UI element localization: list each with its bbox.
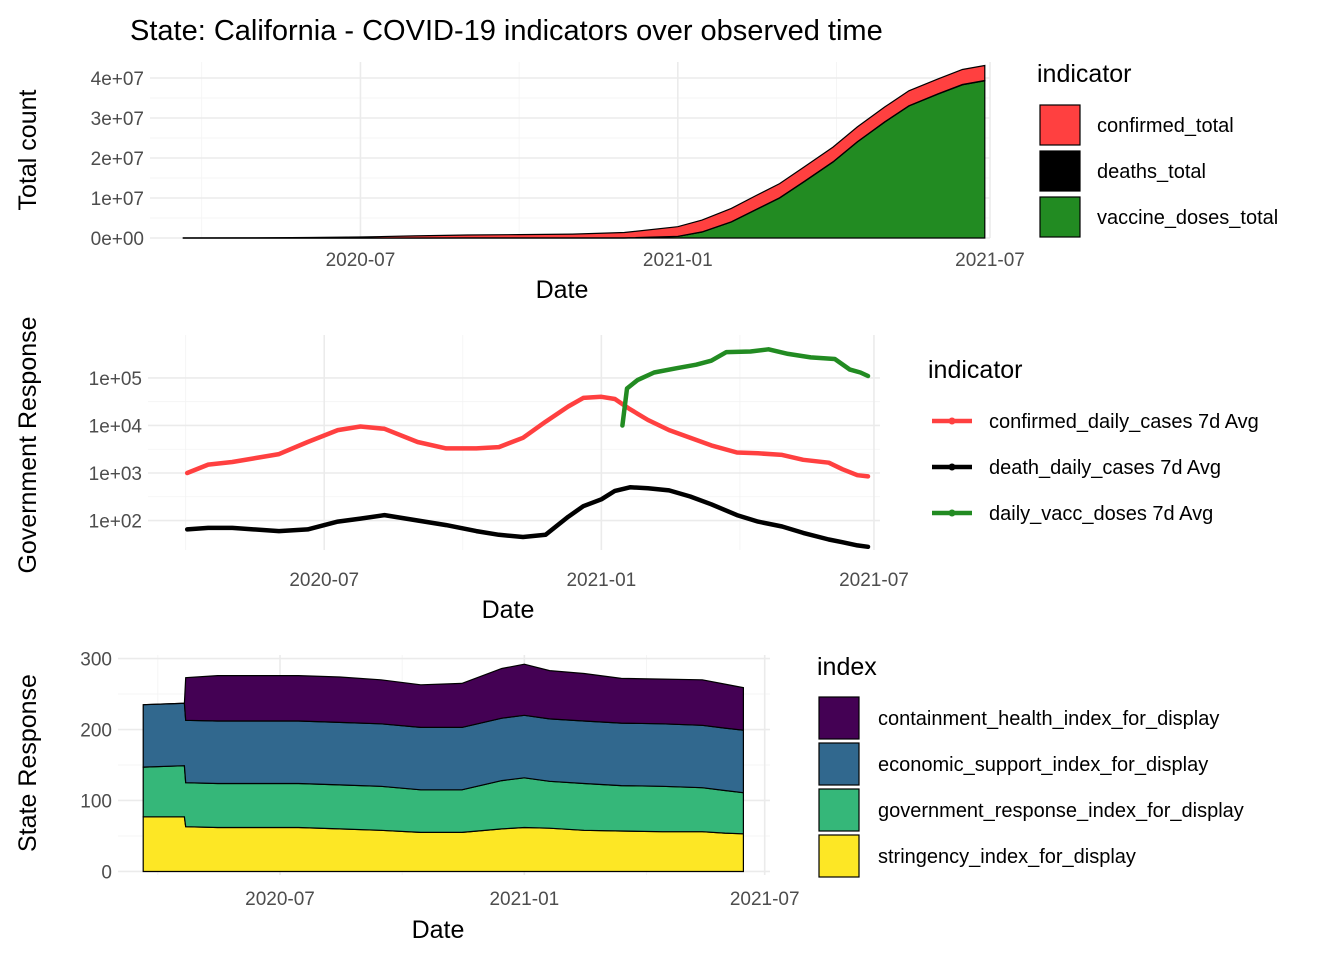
panel-government-response: 1e+02 1e+03 1e+04 1e+05 2020-07 2021-01 2021-… xyxy=(14,316,1259,624)
panel-state-response-x-tick-label: 2021-07 xyxy=(730,889,800,910)
legend-label-containment-health-index-for-display: containment_health_index_for_display xyxy=(878,708,1219,730)
panel-state-response-y-ticks: 0 100 200 300 xyxy=(80,650,112,884)
panel-total-counts-x-tick-label: 2020-07 xyxy=(326,250,396,271)
panel-state-response: 0 100 200 300 2020-07 2021-01 2021-07 Date St… xyxy=(14,650,1244,944)
legend-label-confirmed-total: confirmed_total xyxy=(1097,115,1234,137)
panel-government-response-legend: indicator confirmed_daily_cases 7d Avg de… xyxy=(928,356,1259,525)
panel-total-counts-x-tick-label: 2021-07 xyxy=(955,250,1025,271)
panel-total-counts: 0e+00 1e+07 2e+07 3e+07 4e+07 2020-07 2021-01… xyxy=(14,60,1278,304)
panel-government-response-x-axis-title: Date xyxy=(482,596,535,624)
panel-government-response-y-tick-label: 1e+04 xyxy=(89,416,143,437)
panel-government-response-x-tick-label: 2021-07 xyxy=(839,570,909,591)
panel-total-counts-y-tick-label: 1e+07 xyxy=(91,189,144,210)
panel-government-response-grid xyxy=(148,335,880,550)
panel-total-counts-x-tick-label: 2021-01 xyxy=(643,250,713,271)
panel-state-response-x-tick-label: 2020-07 xyxy=(245,889,315,910)
panel-government-response-x-tick-label: 2020-07 xyxy=(289,570,359,591)
panel-government-response-marks xyxy=(184,347,871,550)
panel-total-counts-legend-title: indicator xyxy=(1037,60,1132,88)
panel-total-counts-marks xyxy=(182,64,986,239)
panel-total-counts-x-axis-title: Date xyxy=(536,276,589,304)
legend-point-death-daily-cases-7d-avg xyxy=(948,463,956,471)
legend-swatch-stringency-index-for-display xyxy=(818,834,860,878)
panel-state-response-y-tick-label: 200 xyxy=(80,721,112,742)
panel-total-counts-y-axis-title: Total count xyxy=(14,89,42,210)
panel-government-response-y-ticks: 1e+02 1e+03 1e+04 1e+05 xyxy=(89,369,143,533)
legend-swatch-economic-support-index-for-display xyxy=(818,742,860,786)
legend-swatch-deaths-total xyxy=(1039,150,1081,192)
legend-swatch-containment-health-index-for-display xyxy=(818,696,860,740)
panel-government-response-y-tick-label: 1e+02 xyxy=(89,512,142,533)
legend-point-confirmed-daily-cases-7d-avg xyxy=(948,417,956,425)
panel-government-response-y-axis-title: Government Response xyxy=(14,316,42,573)
panel-total-counts-y-tick-label: 2e+07 xyxy=(91,149,144,170)
legend-swatch-government-response-index-for-display xyxy=(818,788,860,832)
panel-state-response-y-tick-label: 100 xyxy=(80,791,112,812)
panel-state-response-legend: index containment_health_index_for_displ… xyxy=(817,653,1244,878)
panel-government-response-line-death-daily-cases-7d-avg xyxy=(184,485,871,550)
legend-label-deaths-total: deaths_total xyxy=(1097,161,1206,183)
legend-label-vaccine-doses-total: vaccine_doses_total xyxy=(1097,207,1278,229)
panel-government-response-line-daily-vacc-doses-7d-avg xyxy=(620,347,871,428)
panel-state-response-marks xyxy=(142,663,744,873)
panel-government-response-y-tick-label: 1e+05 xyxy=(89,369,142,390)
panel-state-response-x-axis-title: Date xyxy=(412,916,465,944)
panel-total-counts-area-confirmed-total xyxy=(182,64,986,239)
panel-state-response-x-tick-label: 2021-01 xyxy=(489,889,559,910)
panel-state-response-y-tick-label: 300 xyxy=(80,650,112,671)
panel-total-counts-y-tick-label: 4e+07 xyxy=(91,69,144,90)
legend-label-stringency-index-for-display: stringency_index_for_display xyxy=(878,846,1136,868)
panel-total-counts-y-tick-label: 3e+07 xyxy=(91,109,144,130)
legend-label-economic-support-index-for-display: economic_support_index_for_display xyxy=(878,754,1208,776)
legend-label-daily-vacc-doses-7d-avg: daily_vacc_doses 7d Avg xyxy=(989,503,1213,525)
panel-state-response-y-axis-title: State Response xyxy=(14,674,42,852)
panel-state-response-legend-title: index xyxy=(817,653,877,681)
panel-state-response-area-containment-health-index-for-display xyxy=(143,663,744,731)
legend-label-confirmed-daily-cases-7d-avg: confirmed_daily_cases 7d Avg xyxy=(989,411,1259,433)
legend-label-government-response-index-for-display: government_response_index_for_display xyxy=(878,800,1244,822)
legend-swatch-confirmed-total xyxy=(1039,104,1081,146)
legend-swatch-vaccine-doses-total xyxy=(1039,196,1081,238)
legend-label-death-daily-cases-7d-avg: death_daily_cases 7d Avg xyxy=(989,457,1221,479)
panel-state-response-x-ticks: 2020-07 2021-01 2021-07 xyxy=(245,889,799,910)
panel-total-counts-x-ticks: 2020-07 2021-01 2021-07 xyxy=(326,250,1025,271)
panel-total-counts-area-vaccine-doses-total xyxy=(182,80,986,239)
legend-point-daily-vacc-doses-7d-avg xyxy=(948,509,956,517)
chart-title: State: California - COVID-19 indicators … xyxy=(130,15,883,47)
panel-government-response-y-tick-label: 1e+03 xyxy=(89,464,142,485)
panel-total-counts-y-ticks: 0e+00 1e+07 2e+07 3e+07 4e+07 xyxy=(91,69,144,250)
panel-state-response-y-tick-label: 0 xyxy=(101,862,112,883)
panel-government-response-line-confirmed-daily-cases-7d-avg xyxy=(184,394,871,479)
panel-government-response-x-tick-label: 2021-01 xyxy=(566,570,636,591)
panel-government-response-legend-title: indicator xyxy=(928,356,1023,384)
panel-government-response-x-ticks: 2020-07 2021-01 2021-07 xyxy=(289,570,908,591)
panel-total-counts-legend: indicator confirmed_total deaths_totalvac… xyxy=(1037,60,1278,238)
panel-total-counts-y-tick-label: 0e+00 xyxy=(91,229,144,250)
